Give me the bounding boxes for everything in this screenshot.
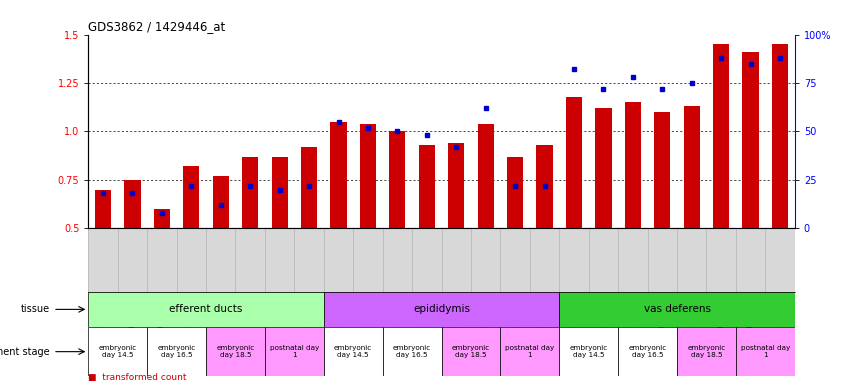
Text: postnatal day
1: postnatal day 1 xyxy=(505,345,554,358)
Text: embryonic
day 16.5: embryonic day 16.5 xyxy=(393,345,431,358)
Text: vas deferens: vas deferens xyxy=(643,305,711,314)
Bar xyxy=(88,292,324,327)
Bar xyxy=(442,327,500,376)
Bar xyxy=(507,157,523,228)
Bar xyxy=(265,327,324,376)
Bar xyxy=(95,190,111,228)
Bar xyxy=(684,106,700,228)
Bar xyxy=(242,157,258,228)
Bar xyxy=(272,157,288,228)
Bar xyxy=(537,145,553,228)
Bar xyxy=(772,44,788,228)
Bar xyxy=(419,145,435,228)
Text: efferent ducts: efferent ducts xyxy=(169,305,243,314)
Text: embryonic
day 14.5: embryonic day 14.5 xyxy=(98,345,137,358)
Text: embryonic
day 14.5: embryonic day 14.5 xyxy=(569,345,608,358)
Bar xyxy=(595,108,611,228)
Bar xyxy=(206,327,265,376)
Text: GDS3862 / 1429446_at: GDS3862 / 1429446_at xyxy=(88,20,225,33)
Text: postnatal day
1: postnatal day 1 xyxy=(741,345,790,358)
Bar xyxy=(713,44,729,228)
Text: embryonic
day 18.5: embryonic day 18.5 xyxy=(687,345,726,358)
Bar xyxy=(213,176,229,228)
Bar xyxy=(500,327,559,376)
Text: postnatal day
1: postnatal day 1 xyxy=(270,345,319,358)
Bar xyxy=(324,327,383,376)
Bar xyxy=(618,327,677,376)
Bar xyxy=(301,147,317,228)
Text: embryonic
day 18.5: embryonic day 18.5 xyxy=(452,345,490,358)
Bar xyxy=(448,143,464,228)
Bar xyxy=(183,166,199,228)
Bar xyxy=(736,327,795,376)
Text: tissue: tissue xyxy=(21,305,50,314)
Text: embryonic
day 14.5: embryonic day 14.5 xyxy=(334,345,373,358)
Bar xyxy=(383,327,442,376)
Bar xyxy=(147,327,206,376)
Text: embryonic
day 16.5: embryonic day 16.5 xyxy=(628,345,667,358)
Bar xyxy=(559,327,618,376)
Text: embryonic
day 16.5: embryonic day 16.5 xyxy=(157,345,196,358)
Bar xyxy=(743,52,759,228)
Bar xyxy=(154,209,170,228)
Bar xyxy=(654,112,670,228)
Bar xyxy=(625,103,641,228)
Text: embryonic
day 18.5: embryonic day 18.5 xyxy=(216,345,255,358)
Text: ■  transformed count: ■ transformed count xyxy=(88,373,187,382)
Bar xyxy=(566,96,582,228)
Bar xyxy=(88,327,147,376)
Text: epididymis: epididymis xyxy=(413,305,470,314)
Bar xyxy=(124,180,140,228)
Bar xyxy=(360,124,376,228)
Bar xyxy=(677,327,736,376)
Bar xyxy=(324,292,559,327)
Bar xyxy=(389,131,405,228)
Bar xyxy=(559,292,795,327)
Bar xyxy=(478,124,494,228)
Bar xyxy=(331,122,346,228)
Text: development stage: development stage xyxy=(0,347,50,357)
